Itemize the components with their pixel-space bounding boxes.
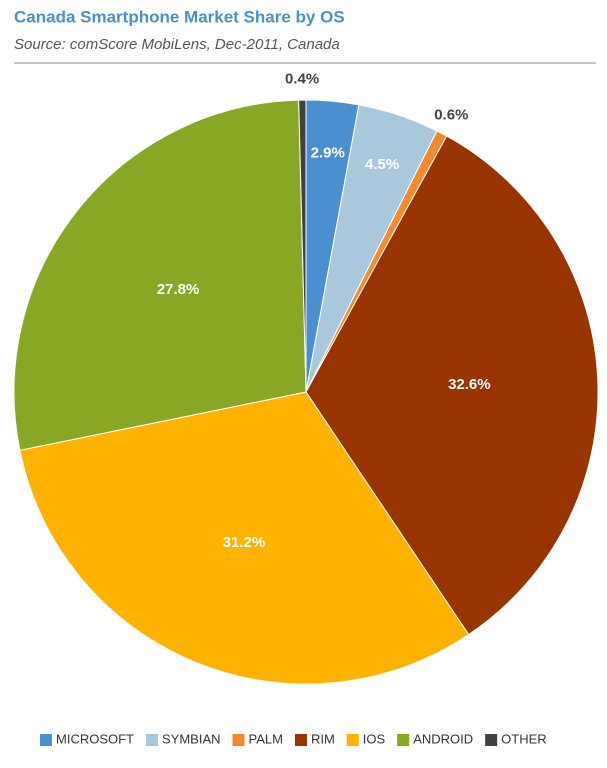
- legend-swatch: [485, 734, 498, 746]
- legend-label: ANDROID: [413, 731, 473, 746]
- data-label: 0.6%: [434, 106, 468, 123]
- legend-label: SYMBIAN: [162, 731, 221, 746]
- legend-swatch: [146, 734, 158, 746]
- data-label: 4.5%: [365, 156, 399, 173]
- chart-subtitle: Source: comScore MobiLens, Dec-2011, Can…: [14, 36, 340, 53]
- data-label: 27.8%: [157, 281, 200, 298]
- legend-swatch: [232, 734, 245, 746]
- legend-label: MICROSOFT: [56, 731, 134, 746]
- pie-slice: [305, 135, 599, 636]
- data-label: 31.2%: [223, 534, 266, 551]
- pie-slice: [13, 99, 307, 451]
- pie-slice: [19, 391, 470, 685]
- legend-label: PALM: [249, 731, 283, 746]
- legend-label: IOS: [363, 731, 386, 746]
- data-label: 2.9%: [311, 145, 345, 162]
- legend-swatch: [40, 734, 52, 746]
- legend-swatch: [346, 734, 359, 746]
- legend-label: OTHER: [501, 731, 547, 746]
- legend-swatch: [397, 734, 410, 746]
- data-label: 0.4%: [285, 71, 319, 88]
- pie-slice: [298, 99, 307, 393]
- legend-label: RIM: [311, 731, 335, 746]
- chart-title: Canada Smartphone Market Share by OS: [14, 7, 345, 26]
- legend-swatch: [294, 734, 307, 746]
- data-label: 32.6%: [448, 376, 491, 393]
